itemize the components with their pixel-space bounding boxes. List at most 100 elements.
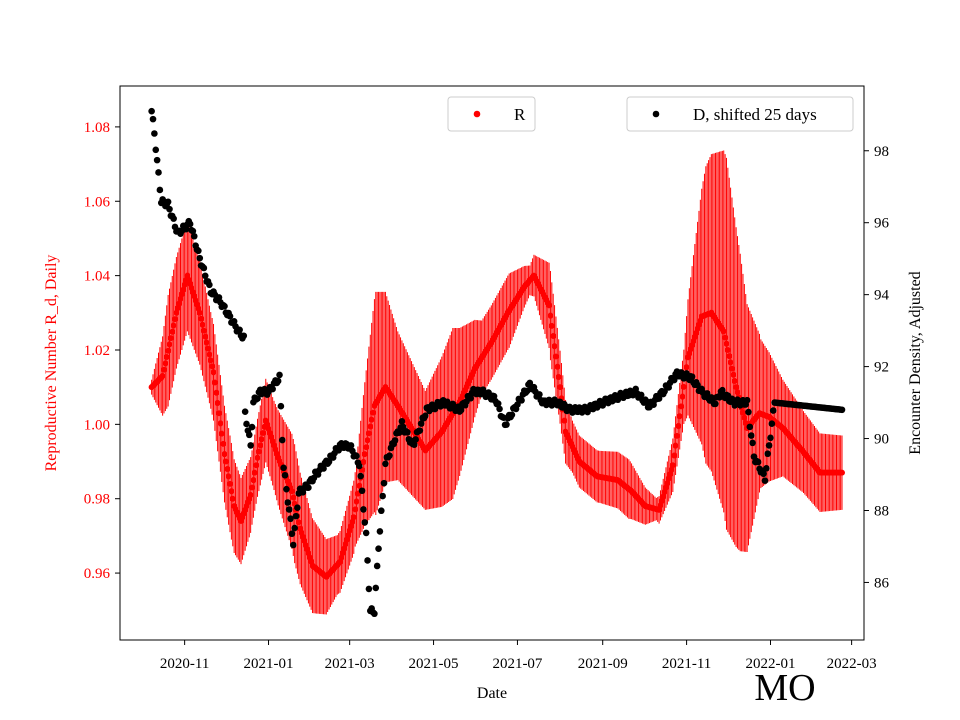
r-point <box>220 440 227 447</box>
d-point <box>417 420 425 427</box>
right-tick-label: 98 <box>874 144 889 160</box>
r-point <box>679 393 686 400</box>
d-point <box>767 434 774 442</box>
r-point <box>551 343 558 350</box>
r-point <box>249 484 256 491</box>
d-point <box>398 417 406 425</box>
r-point <box>250 477 257 484</box>
d-point <box>371 610 378 618</box>
d-point <box>284 499 292 506</box>
right-tick-label: 86 <box>874 575 890 591</box>
d-point <box>241 408 249 415</box>
r-point <box>196 309 203 316</box>
r-point <box>733 384 740 391</box>
d-point <box>289 541 297 549</box>
d-point <box>395 429 403 436</box>
r-point <box>199 321 206 328</box>
r-point <box>683 364 690 371</box>
d-point <box>760 470 767 478</box>
x-tick-label: 2022-01 <box>745 656 795 672</box>
r-point <box>163 354 170 361</box>
d-point <box>526 379 534 387</box>
r-point <box>206 351 213 358</box>
r-point <box>216 410 223 417</box>
d-point <box>190 232 198 240</box>
d-point <box>151 130 158 137</box>
d-point <box>320 465 327 472</box>
d-point <box>280 464 287 472</box>
r-point <box>361 451 368 458</box>
d-point <box>166 205 173 213</box>
d-point <box>361 519 369 526</box>
d-point <box>637 391 645 399</box>
d-point <box>287 515 294 523</box>
d-point <box>164 198 172 206</box>
r-point <box>200 327 207 334</box>
d-point <box>743 396 751 404</box>
d-point <box>518 397 525 404</box>
r-point <box>724 346 731 353</box>
x-axis-ticks: 2020-11 2021-01 2021-03 2021-05 2021-07 2021-… <box>160 640 877 672</box>
legend-r: R <box>447 96 536 132</box>
left-tick-label: 0.96 <box>84 566 111 582</box>
r-point <box>254 454 261 461</box>
d-point <box>391 437 399 444</box>
x-tick-label: 2021-05 <box>409 656 459 672</box>
d-point <box>240 332 248 340</box>
left-tick-label: 1.00 <box>84 417 110 433</box>
r-point <box>720 328 727 335</box>
d-point <box>661 388 668 395</box>
d-point <box>670 376 678 384</box>
d-point <box>347 442 355 449</box>
d-point <box>494 400 502 407</box>
legend-d: D, shifted 25 days <box>626 96 854 132</box>
left-tick-label: 1.06 <box>84 194 111 210</box>
x-tick-label: 2022-03 <box>827 656 877 672</box>
r-point <box>203 339 210 346</box>
legend-r-marker <box>473 110 481 118</box>
d-point <box>382 460 389 468</box>
r-point <box>205 345 212 352</box>
d-point <box>763 465 770 472</box>
d-point <box>422 412 429 420</box>
d-point <box>353 452 360 460</box>
d-point <box>206 281 213 289</box>
r-point <box>370 409 377 416</box>
r-point <box>207 357 214 364</box>
d-point <box>496 405 503 413</box>
r-point <box>367 423 374 430</box>
plot-frame <box>119 85 865 641</box>
legend-r-label: R <box>514 105 526 124</box>
legend-d-label: D, shifted 25 days <box>693 105 817 124</box>
r-point <box>552 353 559 360</box>
r-point <box>546 302 553 309</box>
r-point <box>228 488 235 495</box>
state-watermark: MO <box>754 667 815 709</box>
r-point <box>288 488 295 495</box>
x-tick-label: 2021-09 <box>578 656 628 672</box>
d-point <box>490 392 498 400</box>
x-tick-label: 2020-11 <box>160 656 209 672</box>
r-point <box>554 363 561 370</box>
r-point <box>224 465 231 472</box>
r-point <box>734 389 741 396</box>
r-point <box>229 495 236 502</box>
r-point <box>680 383 687 390</box>
d-point <box>761 477 769 484</box>
r-point <box>255 448 262 455</box>
r-point <box>167 335 174 342</box>
d-point <box>404 429 411 436</box>
d-point <box>365 585 373 593</box>
r-point <box>257 442 264 449</box>
r-point <box>350 514 357 521</box>
d-point <box>467 394 474 402</box>
d-point <box>186 220 194 228</box>
r-point <box>198 315 205 322</box>
d-point <box>148 107 155 115</box>
d-point <box>457 406 465 414</box>
r-point <box>365 430 372 437</box>
right-tick-label: 96 <box>874 216 890 232</box>
d-point <box>694 381 701 389</box>
r-point <box>210 369 217 376</box>
